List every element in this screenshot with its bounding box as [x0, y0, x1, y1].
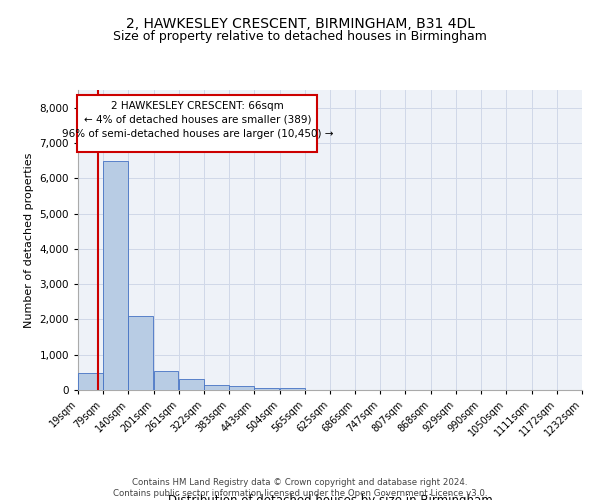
X-axis label: Distribution of detached houses by size in Birmingham: Distribution of detached houses by size …	[167, 494, 493, 500]
Bar	[103, 160, 128, 390]
Bar	[154, 370, 178, 390]
Text: 2, HAWKESLEY CRESCENT, BIRMINGHAM, B31 4DL: 2, HAWKESLEY CRESCENT, BIRMINGHAM, B31 4…	[125, 18, 475, 32]
Bar	[128, 316, 154, 390]
Text: 96% of semi-detached houses are larger (10,450) →: 96% of semi-detached houses are larger (…	[62, 129, 333, 139]
Text: Contains HM Land Registry data © Crown copyright and database right 2024.
Contai: Contains HM Land Registry data © Crown c…	[113, 478, 487, 498]
Bar	[229, 386, 254, 390]
Bar	[204, 384, 229, 390]
Y-axis label: Number of detached properties: Number of detached properties	[24, 152, 34, 328]
Bar	[254, 388, 280, 390]
FancyBboxPatch shape	[77, 96, 317, 152]
Bar	[179, 380, 203, 390]
Bar	[280, 388, 305, 390]
Text: 2 HAWKESLEY CRESCENT: 66sqm: 2 HAWKESLEY CRESCENT: 66sqm	[111, 100, 284, 110]
Bar	[78, 373, 103, 390]
Text: Size of property relative to detached houses in Birmingham: Size of property relative to detached ho…	[113, 30, 487, 43]
Text: ← 4% of detached houses are smaller (389): ← 4% of detached houses are smaller (389…	[83, 114, 311, 124]
